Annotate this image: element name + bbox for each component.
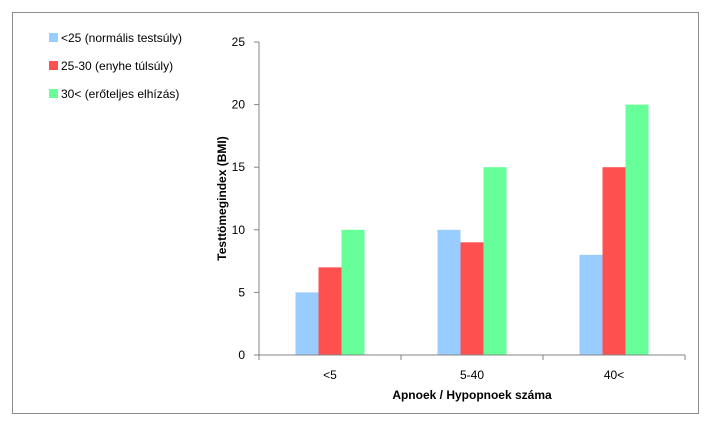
legend-label: 30< (erőteljes elhízás) [61, 87, 179, 101]
y-tick-label: 25 [232, 35, 246, 49]
legend-swatch [49, 61, 58, 70]
x-tick-label: <5 [323, 368, 337, 382]
bar [341, 229, 365, 355]
y-tick-label: 15 [232, 160, 246, 174]
bar [318, 267, 342, 355]
bar [602, 167, 626, 355]
y-tick-label: 10 [232, 223, 246, 237]
y-tick-label: 20 [232, 98, 246, 112]
bars [295, 104, 649, 355]
x-tick-label: 5-40 [460, 368, 484, 382]
axes [254, 41, 686, 360]
y-axis-title: Testtömegindex (BMI) [215, 136, 229, 260]
x-axis-title: Apnoek / Hypopnoek száma [392, 388, 552, 402]
y-tick-label: 0 [238, 348, 245, 362]
legend-swatch [49, 33, 58, 42]
legend-swatch [49, 89, 58, 98]
bar [483, 167, 507, 355]
bar [295, 292, 319, 355]
bar [579, 254, 603, 355]
bar [460, 242, 484, 355]
legend-label: 25-30 (enyhe túlsúly) [61, 59, 173, 73]
bar [437, 229, 461, 355]
legend: <25 (normális testsúly) 25-30 (enyhe túls… [49, 31, 182, 101]
y-tick-label: 5 [238, 285, 245, 299]
bar [625, 104, 649, 355]
x-tick-label: 40< [604, 368, 624, 382]
legend-label: <25 (normális testsúly) [61, 31, 182, 45]
tick-labels: 0 5 10 15 20 25 <5 5-40 40< [232, 35, 625, 382]
